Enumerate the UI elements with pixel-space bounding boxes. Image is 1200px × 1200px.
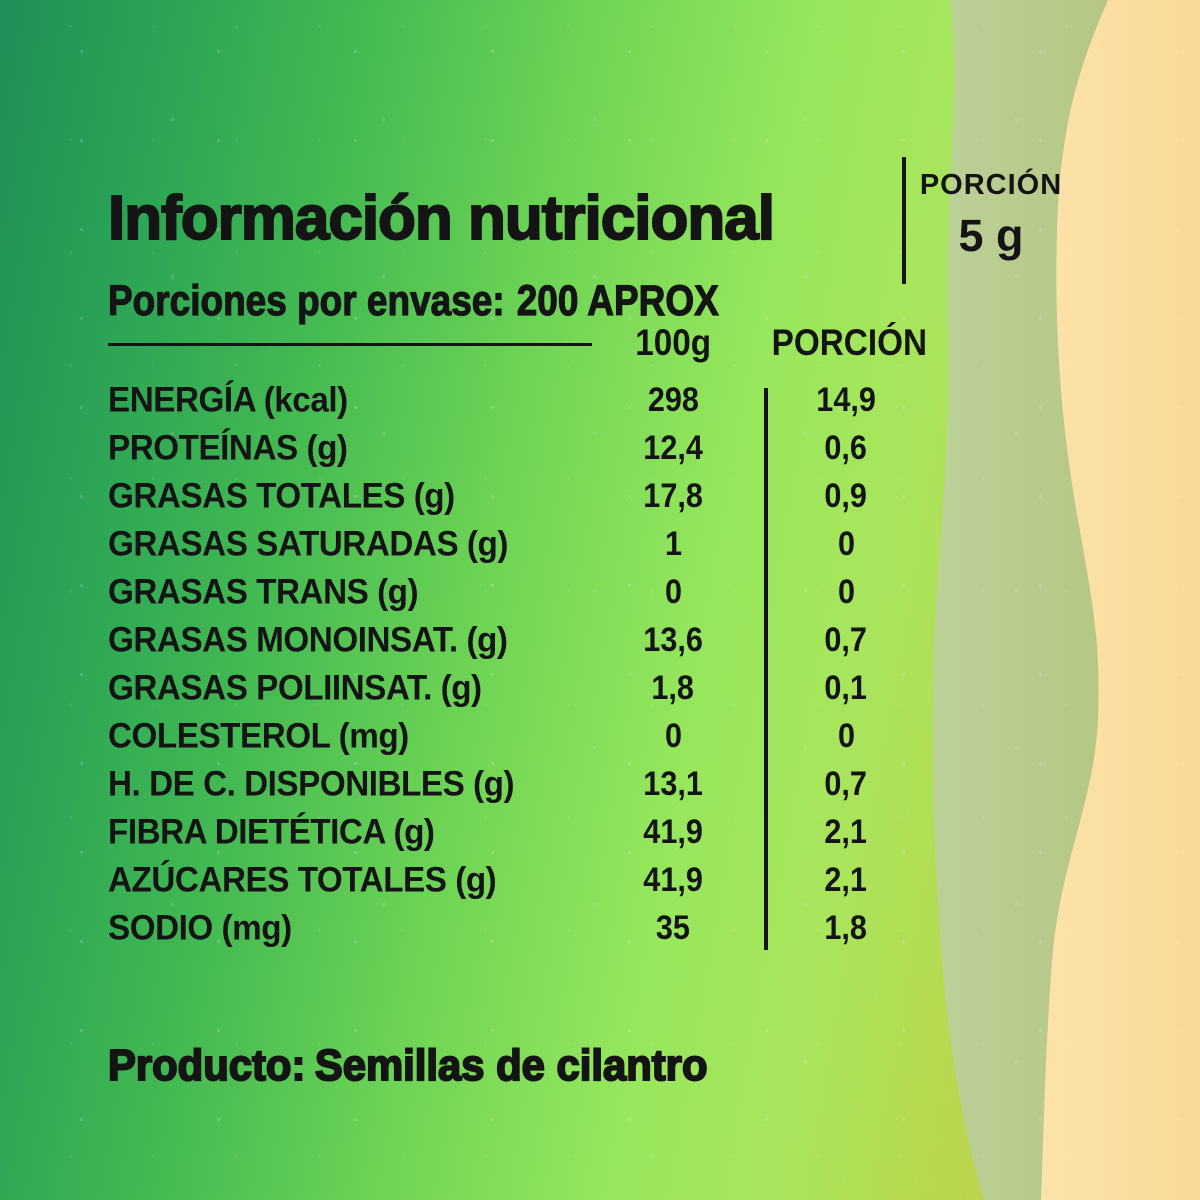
nutrition-table: ENERGÍA (kcal) 298 14,9 PROTEÍNAS (g) 12…: [0, 376, 1200, 952]
table-row: GRASAS TOTALES (g) 17,8 0,9: [0, 472, 1200, 520]
row-value-portion: 0: [837, 717, 855, 755]
product-value: Semillas de cilantro: [314, 1041, 709, 1090]
row-value-100g: 13,1: [643, 765, 703, 803]
row-value-100g: 13,6: [643, 621, 703, 659]
row-label: GRASAS POLIINSAT. (g): [108, 668, 482, 708]
row-value-100g: 35: [655, 909, 691, 947]
row-value-100g: 17,8: [643, 477, 703, 515]
portion-label: PORCIÓN: [919, 169, 1063, 201]
servings-value: 200 APROX: [516, 277, 719, 325]
row-value-portion: 1,8: [824, 909, 868, 947]
row-value-portion: 0,7: [824, 765, 868, 803]
row-value-portion: 0: [837, 573, 855, 611]
servings-per-package: Porciones por envase: 200 APROX: [107, 277, 818, 325]
row-label: FIBRA DIETÉTICA (g): [108, 812, 435, 852]
row-label: GRASAS SATURADAS (g): [108, 524, 508, 564]
column-divider-line: [764, 388, 768, 950]
row-value-portion: 2,1: [824, 813, 868, 851]
row-value-portion: 0,6: [824, 429, 868, 467]
row-value-100g: 41,9: [643, 813, 703, 851]
row-label: GRASAS TRANS (g): [108, 572, 419, 612]
row-value-100g: 298: [647, 381, 699, 419]
table-row: GRASAS SATURADAS (g) 1 0: [0, 520, 1200, 568]
row-label: GRASAS MONOINSAT. (g): [108, 620, 508, 660]
row-value-100g: 1,8: [651, 669, 695, 707]
cream-wave-shape: [1041, 0, 1200, 1200]
row-label: ENERGÍA (kcal): [108, 380, 348, 420]
product-label: Producto:: [107, 1041, 306, 1090]
header-divider-line: [902, 157, 906, 284]
row-value-100g: 1: [664, 525, 682, 563]
table-row: COLESTEROL (mg) 0 0: [0, 712, 1200, 760]
table-row: GRASAS POLIINSAT. (g) 1,8 0,1: [0, 664, 1200, 712]
row-label: H. DE C. DISPONIBLES (g): [108, 764, 515, 804]
column-header-porcion: PORCIÓN: [771, 322, 928, 363]
row-value-portion: 0,7: [824, 621, 868, 659]
row-label: AZÚCARES TOTALES (g): [108, 860, 497, 900]
table-row: ENERGÍA (kcal) 298 14,9: [0, 376, 1200, 424]
row-value-100g: 0: [664, 717, 682, 755]
portion-value: 5 g: [958, 210, 1024, 261]
table-row: GRASAS MONOINSAT. (g) 13,6 0,7: [0, 616, 1200, 664]
table-row: GRASAS TRANS (g) 0 0: [0, 568, 1200, 616]
table-header-rule: [108, 343, 592, 346]
row-value-100g: 41,9: [643, 861, 703, 899]
portion-size-block: PORCIÓN 5 g: [918, 169, 1064, 261]
row-value-portion: 14,9: [816, 381, 876, 419]
page-title: Información nutricional: [107, 183, 776, 253]
table-row: AZÚCARES TOTALES (g) 41,9 2,1: [0, 856, 1200, 904]
servings-label: Porciones por envase:: [107, 277, 505, 325]
row-label: SODIO (mg): [108, 908, 292, 948]
row-value-portion: 0,1: [824, 669, 868, 707]
row-label: GRASAS TOTALES (g): [108, 476, 455, 516]
row-label: PROTEÍNAS (g): [108, 428, 348, 468]
table-row: SODIO (mg) 35 1,8: [0, 904, 1200, 952]
row-value-100g: 12,4: [643, 429, 703, 467]
row-value-portion: 2,1: [824, 861, 868, 899]
row-value-100g: 0: [664, 573, 682, 611]
table-row: FIBRA DIETÉTICA (g) 41,9 2,1: [0, 808, 1200, 856]
row-value-portion: 0,9: [824, 477, 868, 515]
row-label: COLESTEROL (mg): [108, 716, 409, 756]
product-line: Producto: Semillas de cilantro: [107, 1041, 739, 1090]
column-header-100g: 100g: [635, 322, 711, 363]
table-row: H. DE C. DISPONIBLES (g) 13,1 0,7: [0, 760, 1200, 808]
table-row: PROTEÍNAS (g) 12,4 0,6: [0, 424, 1200, 472]
row-value-portion: 0: [837, 525, 855, 563]
